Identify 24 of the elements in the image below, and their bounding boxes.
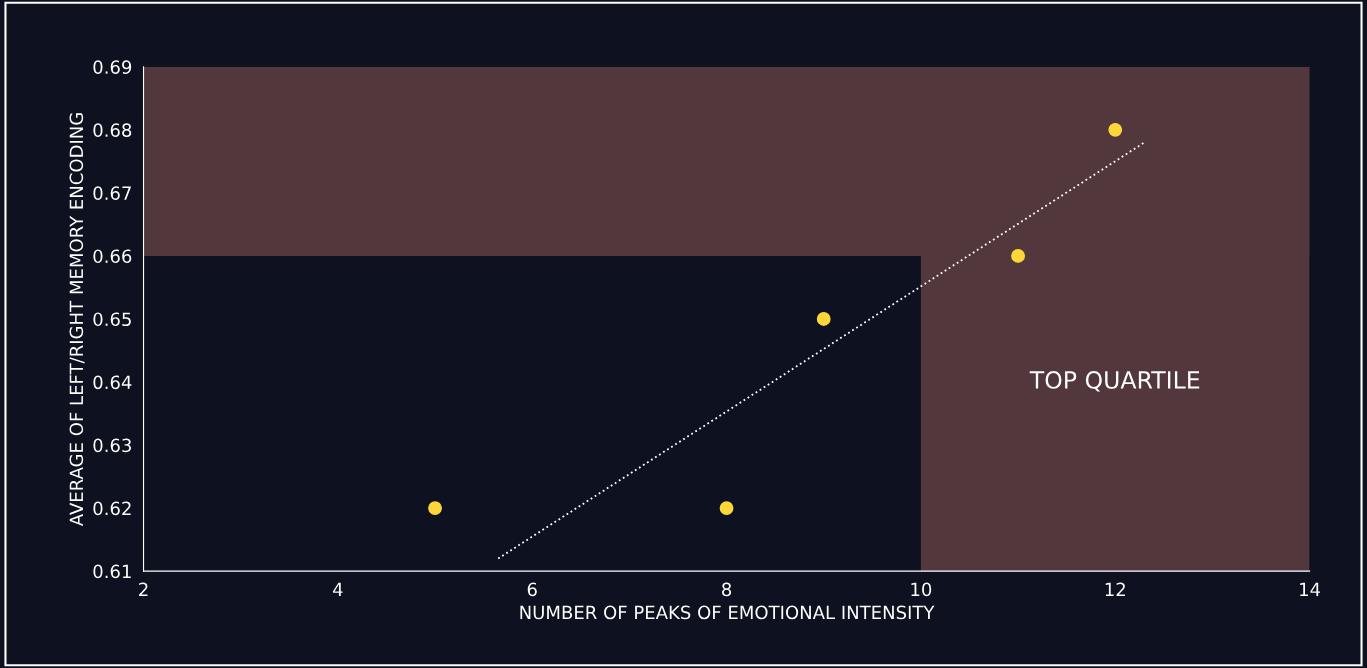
x-axis-title: NUMBER OF PEAKS OF EMOTIONAL INTENSITY	[520, 605, 935, 620]
y-tick-label: 0.68	[93, 123, 132, 137]
y-tick-label: 0.63	[93, 438, 131, 453]
y-axis-title: AVERAGE OF LEFT/RIGHT MEMORY ENCODING	[69, 113, 85, 527]
x-tick-label: 2	[139, 582, 148, 596]
y-tick-label: 0.69	[93, 60, 132, 74]
point	[816, 312, 831, 326]
y-tick-label: 0.61	[93, 564, 131, 579]
x-tick-label: 6	[527, 582, 537, 597]
y-tick-label: 0.67	[93, 186, 131, 200]
point	[428, 501, 442, 516]
x-tick-label: 4	[333, 582, 343, 596]
x-tick-label: 8	[722, 582, 732, 597]
x-tick-label: 14	[1300, 582, 1321, 596]
y-tick-label: 0.65	[93, 312, 131, 327]
point	[719, 501, 734, 516]
band-label: TOP QUARTILE	[1029, 371, 1200, 392]
y-tick-label: 0.64	[93, 375, 132, 390]
x-tick-label: 12	[1105, 582, 1125, 596]
point	[1011, 249, 1025, 263]
y-tick-label: 0.66	[93, 249, 132, 264]
y-tick-label: 0.62	[93, 501, 131, 516]
x-tick-label: 10	[911, 582, 932, 597]
point	[1108, 122, 1123, 137]
